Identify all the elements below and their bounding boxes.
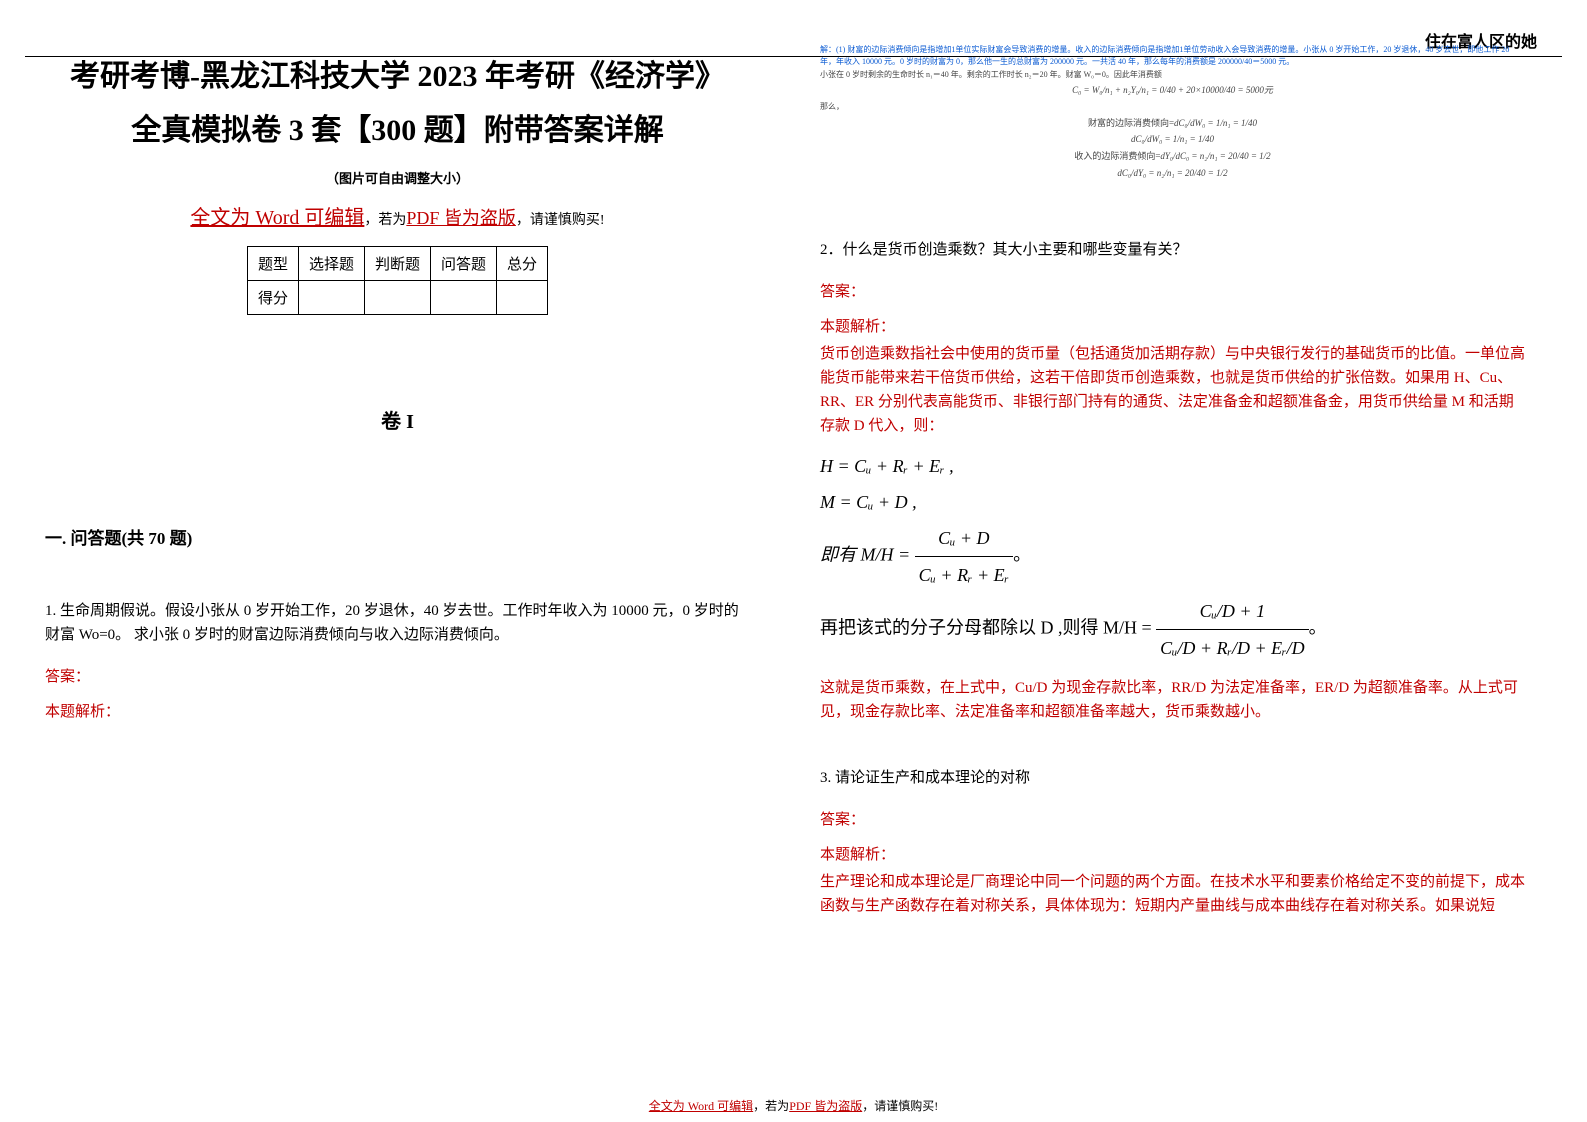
q2-answer-label: 答案：: [820, 280, 1525, 301]
eq-div-num: Cᵤ/D + 1: [1156, 593, 1308, 630]
q2-conclusion: 这就是货币乘数，在上式中，Cu/D 为现金存款比率，RR/D 为法定准备率，ER…: [820, 676, 1525, 724]
q1-answer-label: 答案：: [45, 665, 750, 686]
q2-text: 2．什么是货币创造乘数？其大小主要和哪些变量有关？: [820, 238, 1525, 262]
eq-h: H = Cᵤ + Rᵣ + Eᵣ ,: [820, 448, 1525, 484]
title-line-2: 全真模拟卷 3 套【300 题】附带答案详解: [131, 114, 664, 147]
title-line-1: 考研考博-黑龙江科技大学 2023 年考研《经济学》: [70, 60, 725, 93]
q1-analysis-label: 本题解析：: [45, 700, 750, 721]
warning-tail: ，请谨慎购买!: [516, 213, 605, 228]
q1-mpw-eq2: dC₀/dW₀ = 1/n₁ = 1/40: [820, 133, 1525, 147]
q3-analysis-text: 生产理论和成本理论是厂商理论中同一个问题的两个方面。在技术水平和要素价格给定不变…: [820, 870, 1525, 918]
q1-mpy-label: 收入的边际消费倾向=: [1074, 151, 1160, 161]
q1-solution-block: 解：(1) 财富的边际消费倾向是指增加1单位实际财富会导致消费的增量。收入的边际…: [820, 40, 1525, 188]
score-table: 题型 选择题 判断题 问答题 总分 得分: [247, 246, 548, 315]
eq-mh: 即有 M/H = Cᵤ + D Cᵤ + Rᵣ + Eᵣ 。: [820, 520, 1525, 593]
th-essay: 问答题: [431, 247, 497, 281]
q1-sol-cz: 那么，: [820, 102, 844, 111]
q2-analysis-label: 本题解析：: [820, 315, 1525, 336]
q3-analysis-label: 本题解析：: [820, 843, 1525, 864]
q1-mpy-eq1: dY₀/dC₀ = n₂/n₁ = 20/40 = 1/2: [1160, 151, 1270, 161]
subtitle-note: （图片可自由调整大小）: [45, 168, 750, 187]
eq-mh-frac: Cᵤ + D Cᵤ + Rᵣ + Eᵣ: [915, 520, 1013, 593]
q1-eq-c0: C₀ = W₀/n₁ + n₂Y₀/n₁ = 0/40 + 20×10000/4…: [820, 84, 1525, 98]
table-row: 题型 选择题 判断题 问答题 总分: [247, 247, 547, 281]
q3-answer-label: 答案：: [820, 808, 1525, 829]
eq-div-frac: Cᵤ/D + 1 Cᵤ/D + Rᵣ/D + Eᵣ/D: [1156, 593, 1308, 666]
q1-mpw-line: 财富的边际消费倾向=dC₀/dW₀ = 1/n₁ = 1/40: [820, 117, 1525, 131]
eq-mh-den: Cᵤ + Rᵣ + Eᵣ: [915, 557, 1013, 593]
word-editable-text: 全文为 Word 可编辑: [190, 207, 364, 229]
footer-mid: ，若为: [753, 1099, 789, 1113]
eq-mh-label: 即有 M/H =: [820, 545, 910, 565]
q2-analysis-text: 货币创造乘数指社会中使用的货币量（包括通货加活期存款）与中央银行发行的基础货币的…: [820, 342, 1525, 438]
cell-empty: [431, 281, 497, 315]
th-type: 题型: [247, 247, 298, 281]
footer-p1: 全文为 Word 可编辑: [649, 1099, 753, 1113]
section-heading: 一. 问答题(共 70 题): [45, 524, 750, 549]
cell-empty: [364, 281, 430, 315]
page-left: 考研考博-黑龙江科技大学 2023 年考研《经济学》 全真模拟卷 3 套【300…: [25, 20, 770, 1080]
pdf-piracy-text: PDF 皆为盗版: [406, 208, 516, 228]
cell-empty: [497, 281, 548, 315]
eq-div-den: Cᵤ/D + Rᵣ/D + Eᵣ/D: [1156, 630, 1308, 666]
q1-sol-line2: 小张在 0 岁时剩余的生命时长 n₁＝40 年。剩余的工作时长 n₂＝20 年。…: [820, 70, 1162, 79]
cell-empty: [298, 281, 364, 315]
q3-text: 3. 请论证生产和成本理论的对称: [820, 766, 1525, 790]
q1-mpy-line: 收入的边际消费倾向=dY₀/dC₀ = n₂/n₁ = 20/40 = 1/2: [820, 150, 1525, 164]
warning-mid: ，若为: [364, 213, 406, 228]
editable-warning: 全文为 Word 可编辑，若为PDF 皆为盗版，请谨慎购买!: [45, 201, 750, 230]
q1-sol-intro: 解：(1) 财富的边际消费倾向是指增加1单位实际财富会导致消费的增量。收入的边际…: [820, 45, 1509, 66]
footer-tail: ，请谨慎购买!: [862, 1099, 938, 1113]
table-row: 得分: [247, 281, 547, 315]
th-judge: 判断题: [364, 247, 430, 281]
th-total: 总分: [497, 247, 548, 281]
eq-m: M = Cᵤ + D ,: [820, 484, 1525, 520]
eq-mh-num: Cᵤ + D: [915, 520, 1013, 557]
q1-mpy-eq2: dC₀/dY₀ = n₂/n₁ = 20/40 = 1/2: [820, 167, 1525, 181]
eq-div-label: 再把该式的分子分母都除以 D ,则得 M/H =: [820, 618, 1152, 638]
q1-mpw-eq1: dC₀/dW₀ = 1/n₁ = 1/40: [1174, 118, 1257, 128]
q1-mpw-label: 财富的边际消费倾向=: [1088, 118, 1174, 128]
th-choice: 选择题: [298, 247, 364, 281]
eq-div: 再把该式的分子分母都除以 D ,则得 M/H = Cᵤ/D + 1 Cᵤ/D +…: [820, 593, 1525, 666]
row-score-label: 得分: [247, 281, 298, 315]
footer-note: 全文为 Word 可编辑，若为PDF 皆为盗版，请谨慎购买!: [0, 1097, 1587, 1114]
juan-label: 卷 I: [45, 405, 750, 434]
q1-text: 1. 生命周期假说。假设小张从 0 岁开始工作，20 岁退休，40 岁去世。工作…: [45, 599, 750, 647]
footer-p2: PDF 皆为盗版: [789, 1099, 862, 1113]
page-right: 解：(1) 财富的边际消费倾向是指增加1单位实际财富会导致消费的增量。收入的边际…: [800, 20, 1545, 1080]
q2-math: H = Cᵤ + Rᵣ + Eᵣ , M = Cᵤ + D , 即有 M/H =…: [820, 448, 1525, 666]
doc-title: 考研考博-黑龙江科技大学 2023 年考研《经济学》 全真模拟卷 3 套【300…: [45, 50, 750, 158]
